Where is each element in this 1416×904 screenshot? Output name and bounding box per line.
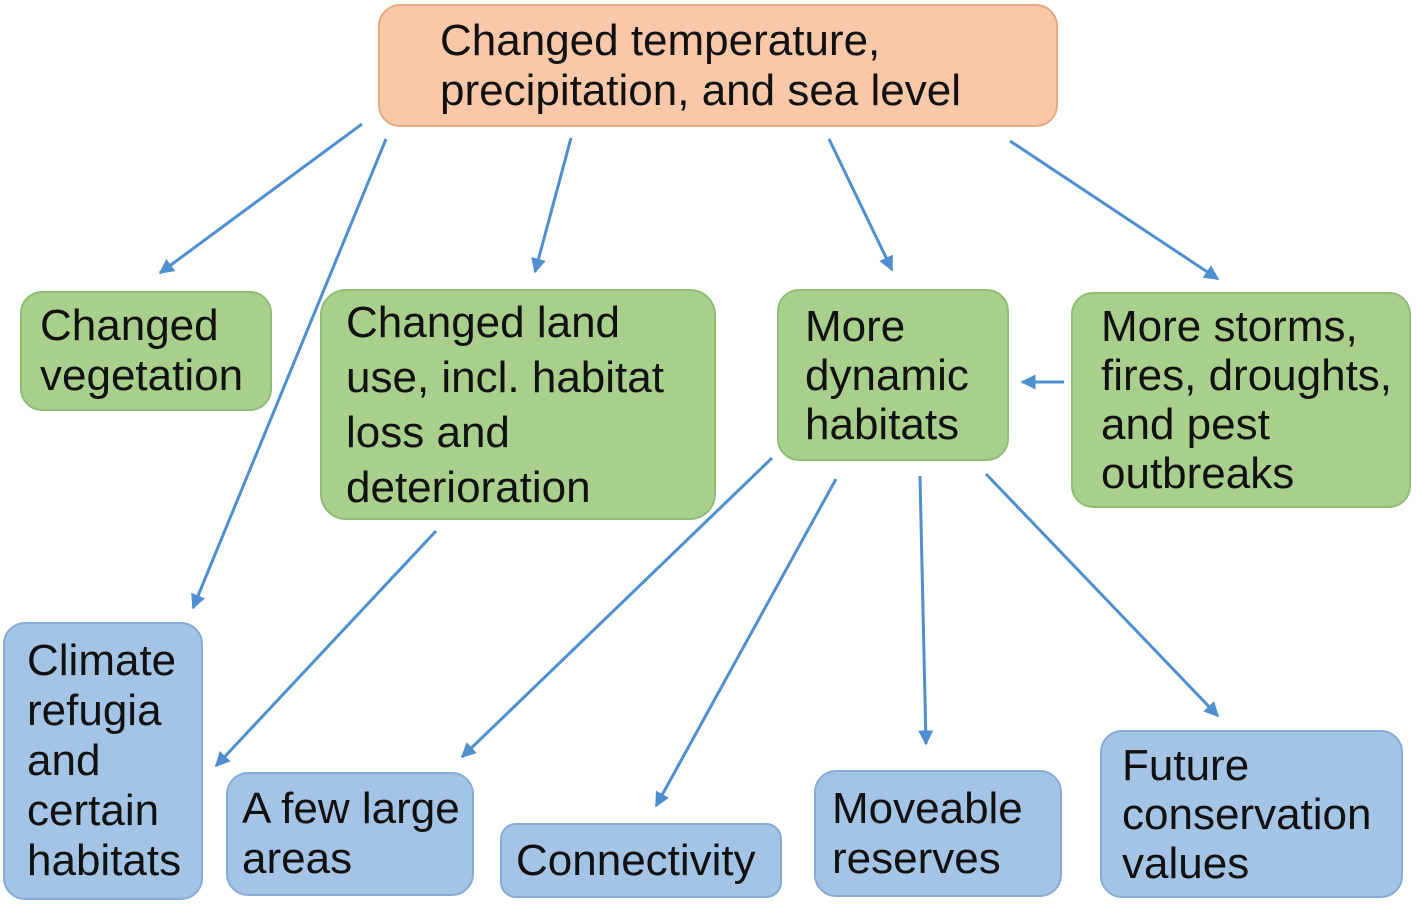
dynamic-habitats-node: More dynamic habitats: [777, 289, 1009, 461]
connectivity-text: Connectivity: [516, 835, 756, 885]
arrow-top-to-land-use: [531, 137, 573, 274]
driver-node-text: Changed temperature, precipitation, and …: [440, 15, 961, 115]
arrow-top-to-vegetation: [158, 122, 363, 275]
connectivity-node: Connectivity: [500, 823, 782, 898]
dynamic-habitats-text: More dynamic habitats: [805, 301, 969, 449]
moveable-reserves-node: Moveable reserves: [814, 770, 1062, 897]
moveable-reserves-text: Moveable reserves: [832, 783, 1023, 883]
changed-vegetation-text: Changed vegetation: [40, 301, 244, 400]
changed-land-use-node: Changed land use, incl. habitat loss and…: [320, 289, 716, 520]
future-conservation-values-node: Future conservation values: [1100, 730, 1403, 898]
climate-refugia-text: Climate refugia and certain habitats: [27, 636, 182, 885]
storms-fires-node: More storms, fires, droughts, and pest o…: [1071, 292, 1411, 508]
arrow-top-to-storms: [1009, 139, 1220, 281]
arrow-top-to-dynamic-habitats: [827, 138, 894, 272]
arrow-dynamic-to-moveable-reserves: [918, 475, 934, 746]
driver-node: Changed temperature, precipitation, and …: [378, 4, 1058, 127]
arrow-dynamic-to-connectivity: [654, 478, 838, 808]
future-conservation-values-text: Future conservation values: [1122, 740, 1372, 888]
arrow-dynamic-to-future-values: [984, 472, 1220, 718]
few-large-areas-node: A few large areas: [226, 772, 474, 896]
arrow-top-to-refugia: [191, 138, 388, 610]
arrow-dynamic-to-large-areas: [460, 456, 774, 759]
few-large-areas-text: A few large areas: [242, 784, 460, 883]
arrow-land-use-to-refugia: [214, 529, 438, 768]
climate-refugia-node: Climate refugia and certain habitats: [3, 622, 203, 900]
storms-fires-text: More storms, fires, droughts, and pest o…: [1101, 302, 1393, 498]
changed-vegetation-node: Changed vegetation: [20, 291, 272, 411]
changed-land-use-text: Changed land use, incl. habitat loss and…: [346, 297, 664, 512]
